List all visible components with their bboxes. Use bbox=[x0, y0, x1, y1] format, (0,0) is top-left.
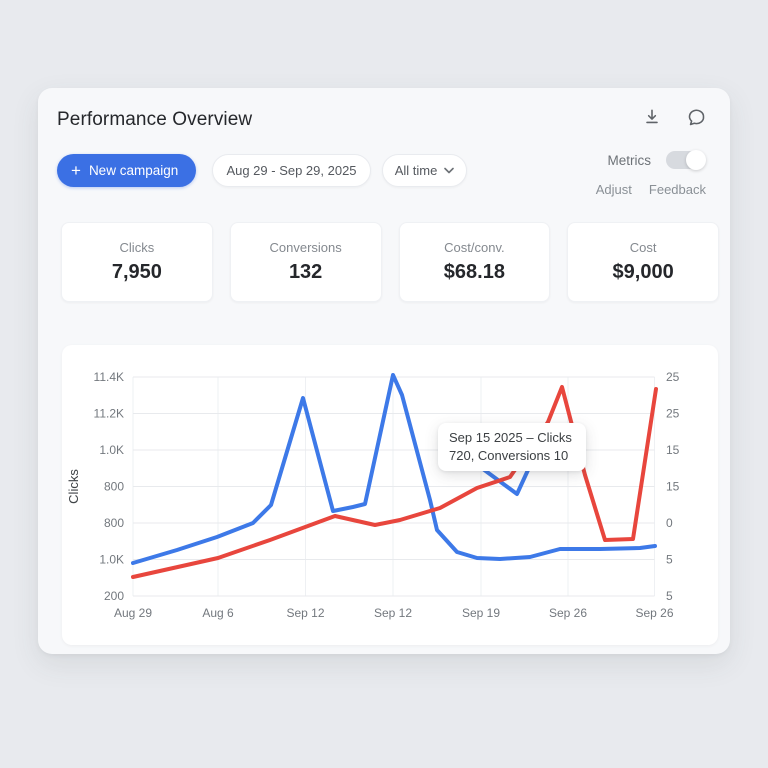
performance-chart[interactable]: 11.4K 25 11.2K 25 1.0K 15 800 15 800 0 1.0K 5 200 5 Au… bbox=[62, 345, 718, 645]
metric-label: Cost bbox=[629, 240, 657, 255]
svg-text:Aug 6: Aug 6 bbox=[202, 606, 234, 620]
metric-value: $9,000 bbox=[612, 261, 674, 283]
svg-text:5: 5 bbox=[666, 589, 673, 603]
svg-text:Sep 12: Sep 12 bbox=[286, 606, 324, 620]
svg-text:15: 15 bbox=[666, 443, 680, 457]
svg-text:Clicks: Clicks bbox=[66, 469, 81, 504]
metric-label: Cost/conv. bbox=[444, 240, 505, 255]
date-range-value: Aug 29 - Sep 29, 2025 bbox=[226, 163, 357, 178]
time-filter-value: All time bbox=[394, 163, 438, 178]
performance-overview-card: Performance Overview + New campaign Aug … bbox=[38, 88, 730, 654]
chevron-down-icon bbox=[444, 167, 455, 174]
metric-label: Clicks bbox=[119, 240, 155, 255]
svg-text:25: 25 bbox=[666, 407, 680, 421]
adjust-link[interactable]: Adjust bbox=[595, 182, 632, 197]
metrics-toggle[interactable] bbox=[666, 150, 706, 170]
feedback-link[interactable]: Feedback bbox=[648, 182, 706, 197]
svg-text:5: 5 bbox=[666, 553, 673, 567]
svg-text:Sep 26: Sep 26 bbox=[635, 606, 673, 620]
time-filter-dropdown[interactable]: All time bbox=[382, 154, 467, 187]
svg-text:800: 800 bbox=[104, 516, 124, 530]
svg-text:800: 800 bbox=[104, 480, 124, 494]
metric-card-cost-per-conv: Cost/conv. $68.18 bbox=[398, 222, 551, 302]
metric-label: Conversions bbox=[269, 240, 342, 255]
metric-value: $68.18 bbox=[443, 261, 505, 283]
metrics-toggle-label: Metrics bbox=[607, 152, 652, 168]
new-campaign-button[interactable]: + New campaign bbox=[57, 154, 197, 187]
tooltip-line1: Sep 15 2025 – Clicks bbox=[449, 430, 572, 445]
svg-text:0: 0 bbox=[666, 516, 673, 530]
toggle-knob bbox=[686, 150, 706, 170]
comment-bubble-icon[interactable] bbox=[684, 105, 708, 129]
svg-text:25: 25 bbox=[666, 370, 680, 384]
header-actions bbox=[640, 105, 708, 129]
svg-text:1.0K: 1.0K bbox=[99, 553, 124, 567]
svg-text:11.2K: 11.2K bbox=[94, 407, 124, 421]
download-icon[interactable] bbox=[640, 105, 664, 129]
metric-cards: Clicks 7,950 Conversions 132 Cost/conv. … bbox=[61, 222, 719, 302]
svg-text:200: 200 bbox=[104, 589, 124, 603]
chart-card: 11.4K 25 11.2K 25 1.0K 15 800 15 800 0 1.0K 5 200 5 Au… bbox=[62, 345, 718, 645]
metric-card-cost: Cost $9,000 bbox=[567, 222, 719, 302]
svg-text:Sep 26: Sep 26 bbox=[549, 606, 587, 620]
svg-text:Aug 29: Aug 29 bbox=[114, 606, 152, 620]
svg-text:Sep 12: Sep 12 bbox=[374, 606, 412, 620]
page-title: Performance Overview bbox=[57, 109, 253, 130]
svg-text:15: 15 bbox=[666, 480, 680, 494]
secondary-links: Adjust Feedback bbox=[596, 182, 706, 197]
date-range-picker[interactable]: Aug 29 - Sep 29, 2025 bbox=[212, 154, 371, 187]
svg-text:Sep 19: Sep 19 bbox=[462, 606, 500, 620]
new-campaign-label: New campaign bbox=[88, 163, 179, 178]
metrics-toggle-row: Metrics bbox=[607, 150, 706, 170]
chart-tooltip: Sep 15 2025 – Clicks 720, Conversions 10 bbox=[438, 423, 586, 471]
svg-text:1.0K: 1.0K bbox=[99, 443, 124, 457]
tooltip-line2: 720, Conversions 10 bbox=[449, 448, 569, 463]
svg-text:11.4K: 11.4K bbox=[94, 370, 124, 384]
metric-card-conversions: Conversions 132 bbox=[229, 222, 382, 302]
plus-icon: + bbox=[71, 161, 81, 180]
metric-value: 132 bbox=[288, 261, 323, 283]
metric-value: 7,950 bbox=[111, 261, 162, 283]
metric-card-clicks: Clicks 7,950 bbox=[61, 222, 213, 302]
